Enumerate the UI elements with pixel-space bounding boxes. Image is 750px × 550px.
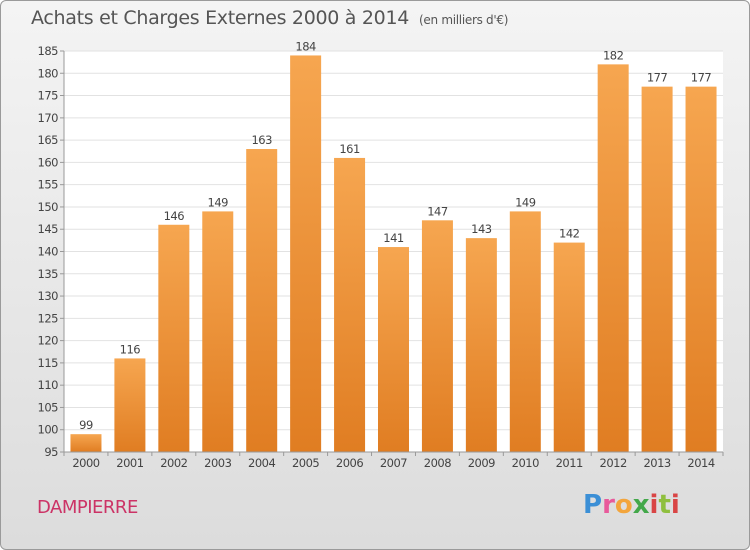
bar-value-label: 99	[79, 418, 93, 432]
bar	[465, 238, 497, 452]
chart-title: Achats et Charges Externes 2000 à 2014 (e…	[31, 7, 508, 29]
y-tick-label: 175	[38, 89, 59, 103]
bar	[641, 86, 673, 453]
bar-value-label: 182	[603, 48, 624, 62]
bar-value-label: 177	[691, 71, 712, 85]
y-tick-label: 145	[38, 222, 59, 236]
x-tick-label: 2007	[380, 456, 407, 470]
bar-value-label: 184	[295, 39, 316, 53]
bar	[597, 64, 629, 452]
x-tick-label: 2009	[468, 456, 495, 470]
y-tick-label: 140	[38, 245, 59, 259]
logo-letter: r	[602, 490, 615, 520]
y-tick-label: 115	[38, 356, 59, 370]
bar-value-label: 147	[427, 204, 448, 218]
chart-title-text: Achats et Charges Externes 2000 à 2014	[31, 7, 410, 29]
y-tick-label: 155	[38, 178, 59, 192]
x-tick-label: 2000	[72, 456, 99, 470]
y-tick-label: 105	[38, 400, 59, 414]
bar-value-label: 161	[339, 142, 360, 156]
x-tick-label: 2012	[600, 456, 627, 470]
y-tick-label: 180	[38, 66, 59, 80]
bars: 99 116 146 149 163 184 161 141 147 143 149 142 182 17…	[70, 39, 717, 453]
x-tick-label: 2014	[687, 456, 714, 470]
logo-letter: x	[632, 490, 650, 520]
x-tick-label: 2010	[512, 456, 539, 470]
logo-letter: t	[658, 490, 671, 520]
logo-letter: i	[649, 490, 659, 520]
y-tick-label: 130	[38, 289, 59, 303]
bar	[509, 211, 541, 452]
bar	[158, 224, 190, 452]
bar	[70, 434, 102, 452]
bar	[685, 86, 717, 453]
logo-letter: o	[614, 490, 633, 520]
proxiti-logo: Proxiti	[583, 490, 680, 520]
x-tick-label: 2011	[556, 456, 583, 470]
logo-letter: i	[670, 490, 680, 520]
y-tick-label: 95	[44, 445, 58, 459]
commune-name: DAMPIERRE	[37, 497, 138, 518]
x-axis: 2000 2001 2002 2003 2004 2005 2006 2007 2008 2009…	[63, 451, 724, 470]
y-tick-label: 120	[38, 334, 59, 348]
bar-value-label: 143	[471, 222, 492, 236]
x-tick-label: 2008	[424, 456, 451, 470]
bar-value-label: 116	[120, 342, 141, 356]
bar	[421, 220, 453, 452]
y-tick-label: 165	[38, 133, 59, 147]
x-tick-label: 2001	[116, 456, 143, 470]
bar	[202, 211, 234, 452]
y-tick-label: 110	[38, 378, 59, 392]
y-tick-label: 185	[38, 44, 59, 58]
bar-value-label: 142	[559, 227, 580, 241]
chart-unit: (en milliers d'€)	[419, 13, 509, 27]
bar-value-label: 149	[208, 195, 229, 209]
bar-value-label: 177	[647, 71, 668, 85]
y-tick-label: 135	[38, 267, 59, 281]
bar	[290, 55, 322, 452]
y-tick-label: 100	[38, 423, 59, 437]
bar	[378, 247, 409, 452]
x-tick-label: 2005	[292, 456, 319, 470]
bar	[114, 358, 146, 452]
x-tick-label: 2003	[204, 456, 231, 470]
x-tick-label: 2013	[643, 456, 670, 470]
bar-value-label: 146	[164, 209, 185, 223]
bar	[334, 157, 366, 452]
bar	[553, 242, 585, 452]
y-tick-label: 160	[38, 155, 59, 169]
y-tick-label: 170	[38, 111, 59, 125]
x-tick-label: 2006	[336, 456, 363, 470]
x-tick-label: 2002	[160, 456, 187, 470]
bar	[246, 149, 278, 452]
y-tick-label: 150	[38, 200, 59, 214]
y-axis: 95 100 105 110 115 120 125 130 135 140 145 150 155 16…	[38, 44, 65, 459]
logo-letter: P	[583, 490, 603, 520]
x-tick-label: 2004	[248, 456, 275, 470]
y-tick-label: 125	[38, 311, 59, 325]
bar-value-label: 141	[383, 231, 404, 245]
bar-value-label: 149	[515, 195, 536, 209]
bar-value-label: 163	[251, 133, 272, 147]
